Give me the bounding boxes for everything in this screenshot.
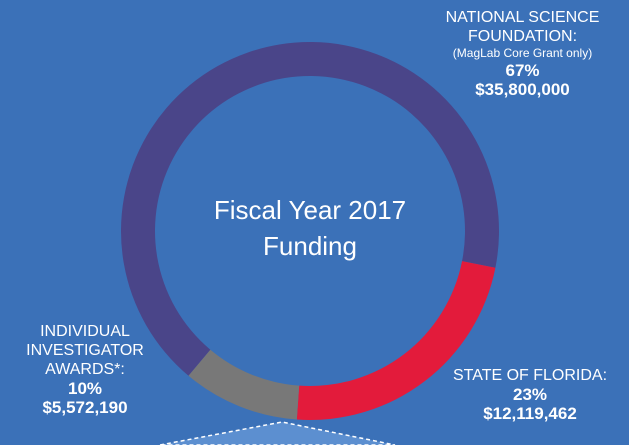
category-label: NATIONAL SCIENCE FOUNDATION: bbox=[445, 9, 600, 45]
decor-shape bbox=[159, 421, 396, 445]
donut-segment bbox=[188, 349, 300, 420]
donut-segment bbox=[296, 261, 496, 420]
label-nsf: NATIONAL SCIENCE FOUNDATION: (MagLab Cor… bbox=[420, 8, 625, 99]
annotation: (MagLab Core Grant only) bbox=[452, 46, 593, 60]
amount-label: $12,119,462 bbox=[483, 404, 577, 423]
label-individual: INDIVIDUAL INVESTIGATOR AWARDS*: 10% $5,… bbox=[15, 322, 155, 417]
value-label: 67% bbox=[505, 61, 540, 80]
donut bbox=[120, 41, 499, 420]
chart-title: Fiscal Year 2017 Funding bbox=[213, 195, 407, 261]
value-label: 23% bbox=[512, 385, 548, 404]
value-label: 10% bbox=[67, 379, 103, 398]
category-label: INDIVIDUAL INVESTIGATOR AWARDS*: bbox=[26, 323, 144, 378]
amount-label: $5,572,190 bbox=[42, 398, 128, 417]
donut-segment bbox=[120, 41, 499, 376]
amount-label: $35,800,000 bbox=[475, 80, 570, 99]
category-label: STATE OF FLORIDA: bbox=[452, 367, 608, 384]
label-state: STATE OF FLORIDA: 23% $12,119,462 bbox=[430, 366, 629, 423]
